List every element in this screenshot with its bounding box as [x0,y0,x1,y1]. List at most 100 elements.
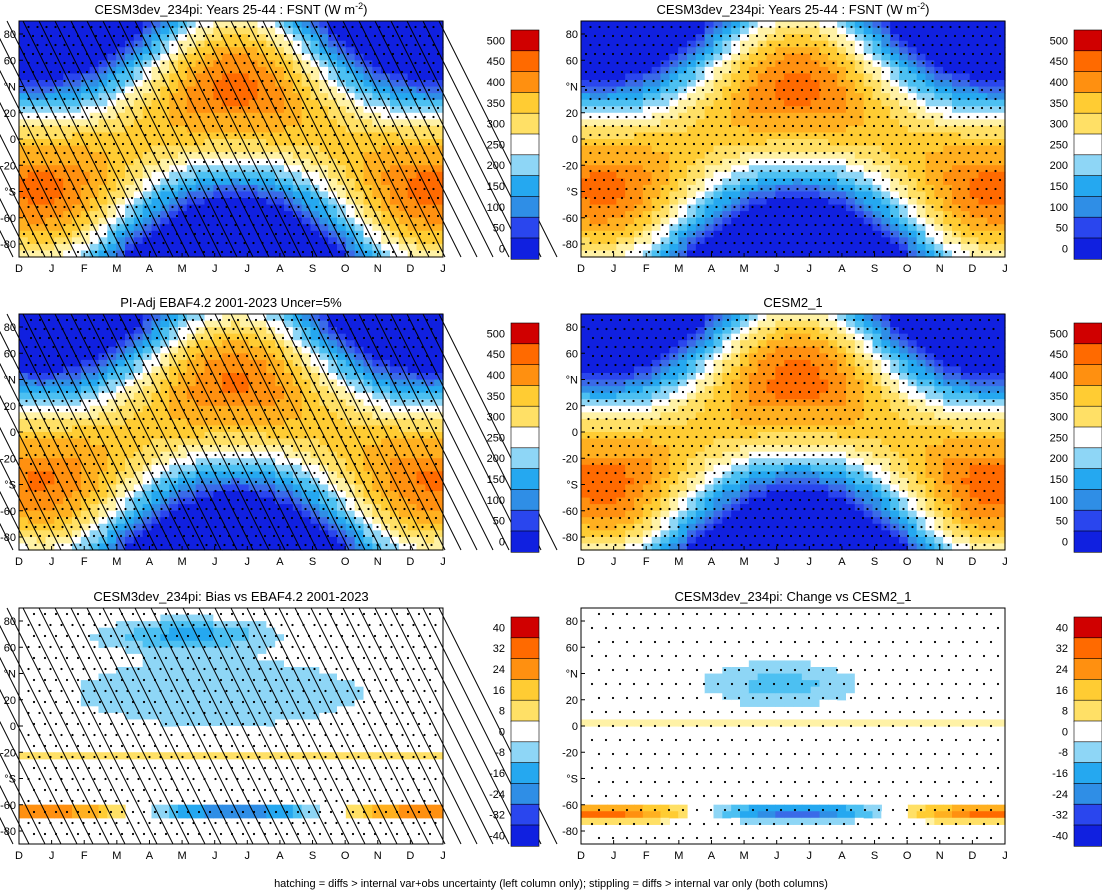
field-cell [740,178,750,186]
field-cell [72,27,82,35]
stipple-dot [256,142,260,146]
stipple-dot [256,124,260,128]
stipple-dot [620,52,624,56]
field-cell [381,224,391,232]
field-cell [195,125,206,134]
field-cell [257,211,267,219]
field-cell [142,93,153,101]
field-cell [872,66,882,75]
field-cell [704,230,715,238]
stipple-dot [166,34,170,38]
field-cell [952,198,962,206]
field-cell [952,184,962,193]
field-cell [45,171,55,179]
stipple-dot [202,106,206,110]
field-cell [872,34,882,42]
stipple-dot [117,25,120,29]
field-cell [775,211,785,219]
field-cell [213,73,223,81]
field-cell [125,60,135,68]
field-cell [45,211,55,219]
stipple-dot [962,34,966,38]
field-cell [987,230,997,238]
stipple-dot [297,205,300,209]
field-cell [952,217,962,225]
field-cell [204,191,214,199]
stipple-dot [859,43,862,47]
stipple-dot [922,25,925,29]
field-cell [687,106,697,114]
stipple-dot [270,223,273,227]
field-cell [625,60,635,68]
stipple-dot [220,142,224,146]
field-cell [89,158,100,166]
field-cell [257,106,267,114]
field-cell [943,60,953,68]
stipple-dot [49,52,53,56]
stipple-dot [94,250,98,254]
stipple-dot [967,25,970,29]
field-cell [616,66,626,75]
hatch-line [86,20,206,258]
field-cell [372,119,382,127]
field-cell [598,132,609,140]
colorbar-label: 150 [487,181,505,193]
field-cell [292,152,303,160]
field-cell [178,86,188,94]
field-cell [328,198,338,206]
field-cell [960,40,971,48]
stipple-dot [180,61,183,65]
stipple-dot [414,169,417,173]
field-cell [301,106,312,114]
field-cell [301,139,312,147]
stipple-dot [216,223,219,227]
field-cell [142,80,153,88]
stipple-dot [270,79,273,83]
field-cell [872,139,882,147]
field-cell [819,158,829,166]
field-cell [284,99,294,107]
stipple-dot [926,52,930,56]
stipple-dot [171,43,174,47]
field-cell [204,66,214,75]
field-cell [748,34,759,42]
field-cell [416,132,426,140]
field-cell [660,204,670,212]
field-cell [72,73,82,81]
field-cell [434,34,444,42]
stipple-dot [306,223,309,227]
stipple-dot [396,133,399,137]
field-cell [89,119,100,127]
field-cell [607,191,617,199]
field-cell [266,27,276,35]
field-cell [616,224,626,232]
field-cell [204,237,214,245]
field-cell [345,250,356,258]
field-cell [634,171,644,179]
stipple-dot [409,88,413,92]
field-cell [766,217,776,225]
field-cell [810,237,821,245]
field-cell [36,217,47,225]
field-cell [846,106,856,114]
field-cell [695,171,706,179]
field-cell [819,224,829,232]
stipple-dot [733,43,736,47]
field-cell [907,224,918,232]
field-cell [899,217,909,225]
field-cell [952,243,962,252]
field-cell [398,184,409,193]
stipple-dot [387,133,390,137]
field-cell [854,27,865,35]
field-cell [722,106,732,114]
field-cell [616,80,626,88]
field-cell [934,217,944,225]
field-cell [186,198,197,206]
stipple-dot [661,25,664,29]
field-cell [292,66,303,75]
field-cell [978,198,988,206]
field-cell [284,237,294,245]
field-cell [890,191,900,199]
stipple-dot [22,124,26,128]
field-cell [63,21,73,29]
